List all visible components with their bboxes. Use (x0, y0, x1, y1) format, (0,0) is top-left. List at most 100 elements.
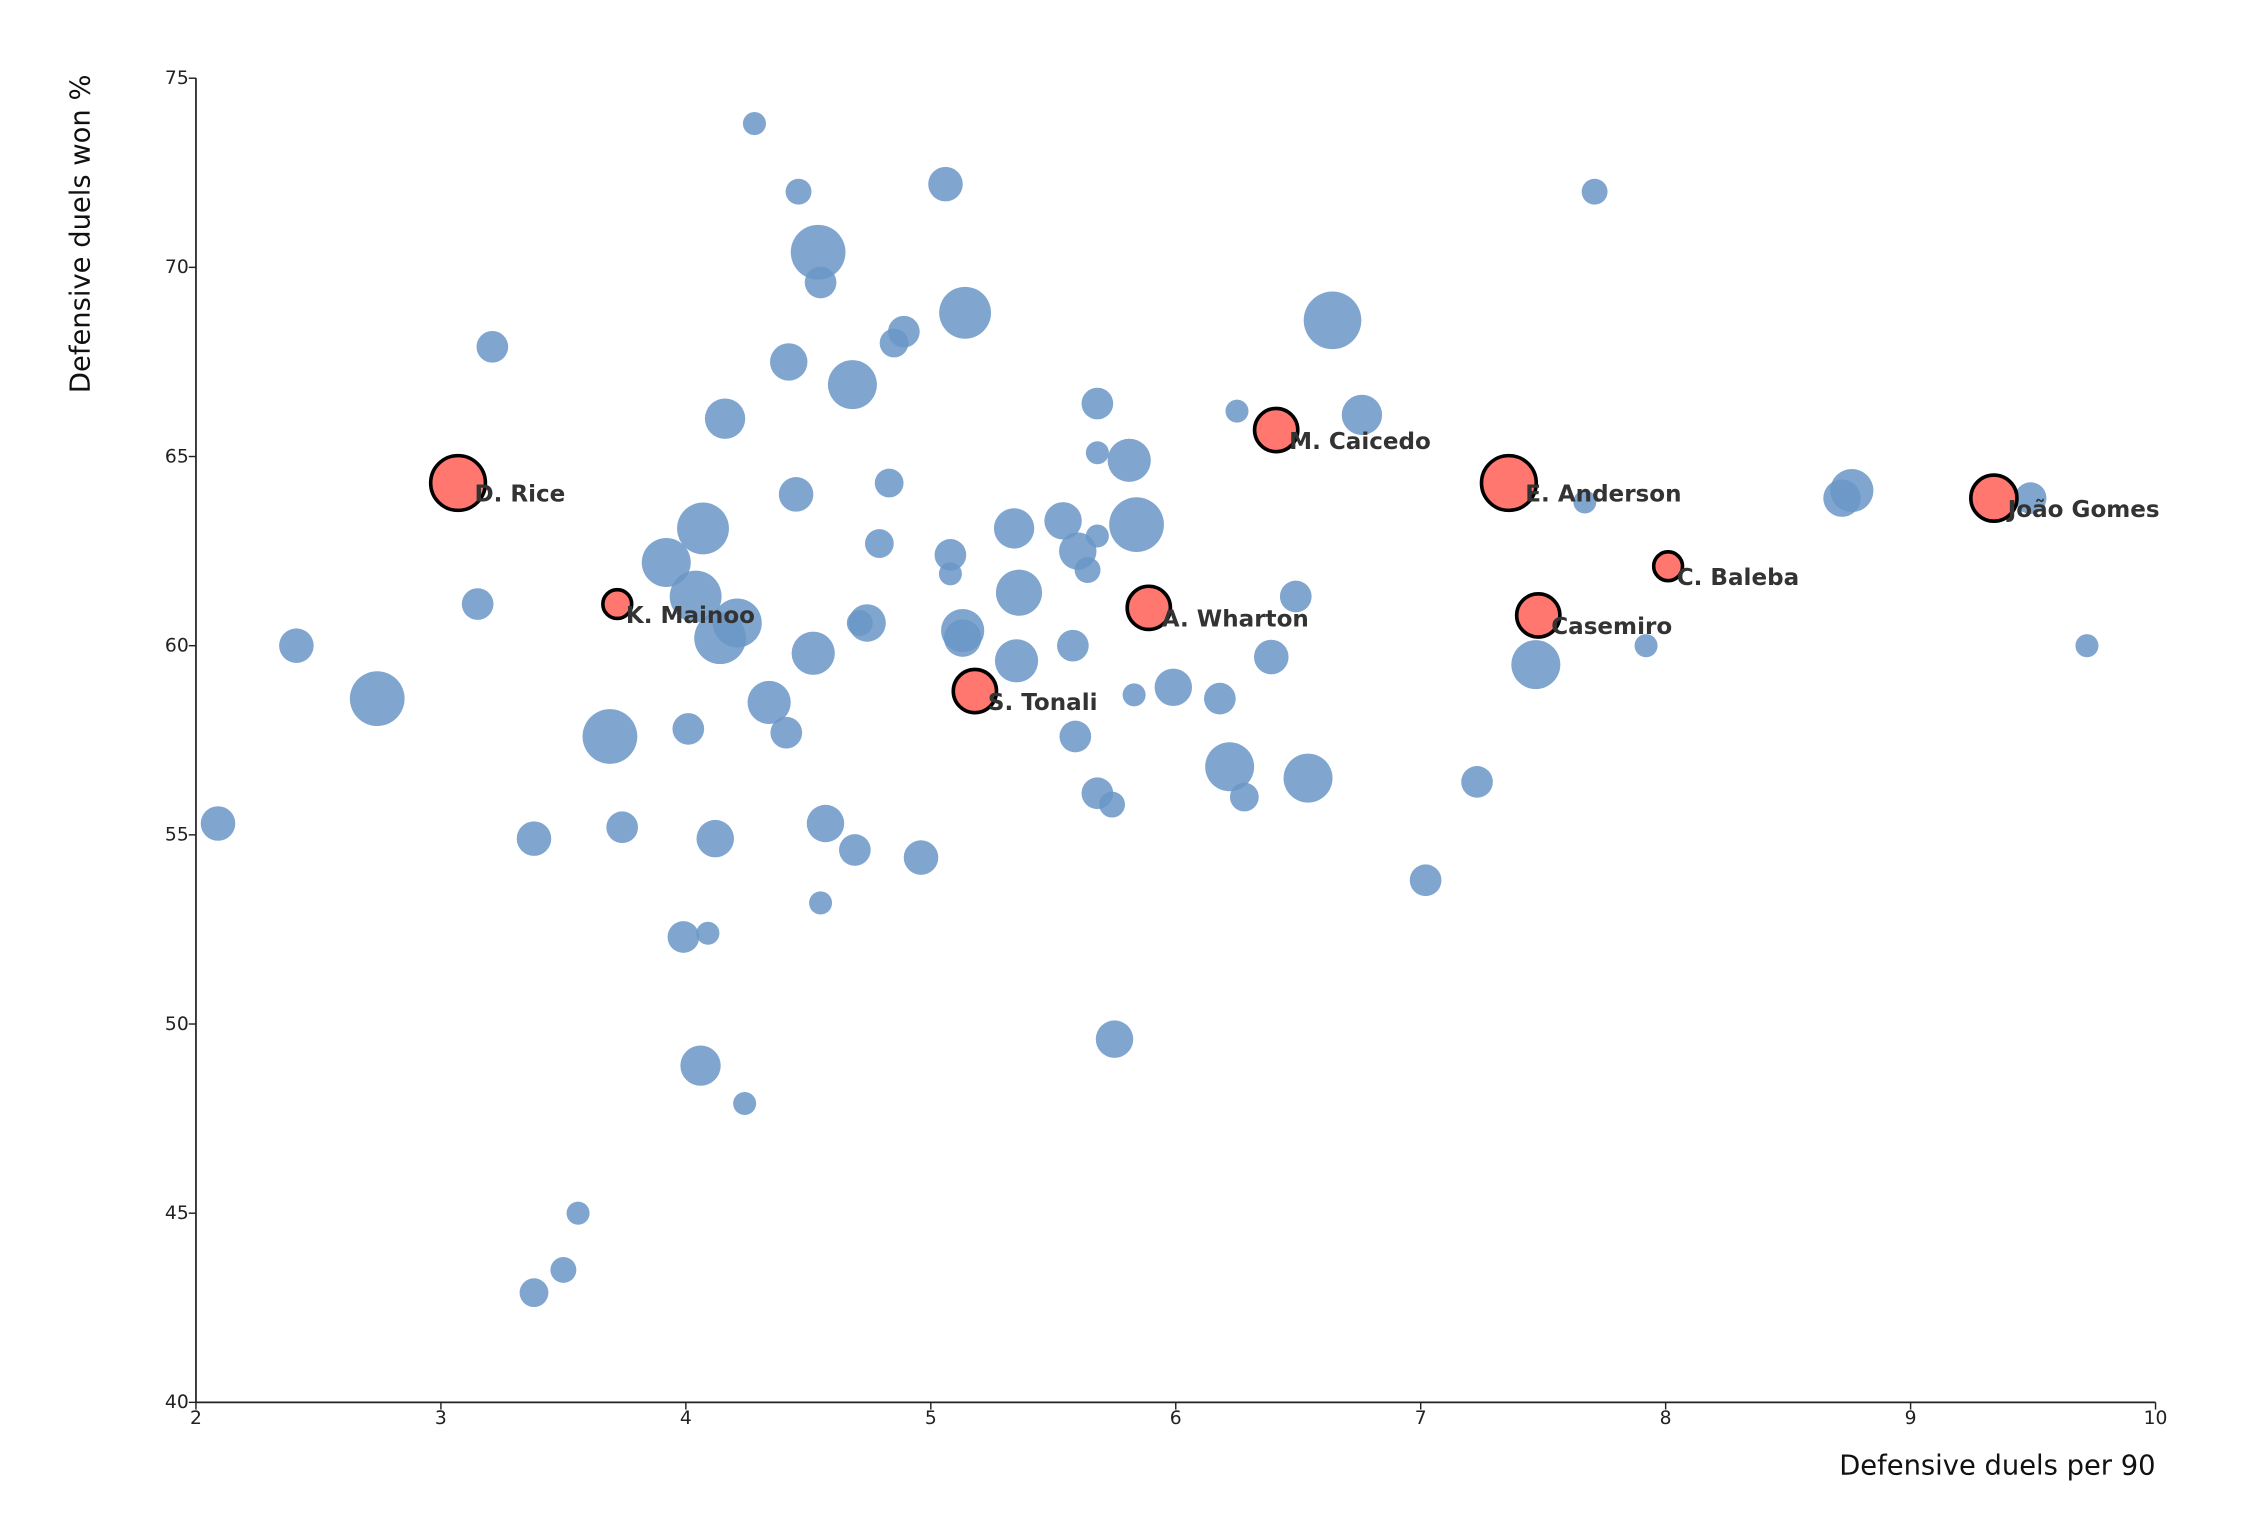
point (747, 680, 791, 725)
point (839, 834, 871, 866)
point (349, 671, 405, 727)
highlight-point (1252, 406, 1300, 454)
point (1044, 502, 1082, 540)
point-label: S. Tonali (988, 690, 1098, 716)
point (879, 328, 909, 358)
point (943, 619, 982, 657)
point (1303, 291, 1362, 350)
point (1154, 668, 1193, 707)
point (1634, 634, 1658, 658)
point (903, 840, 939, 875)
point-label: D. Rice (474, 482, 565, 508)
point (785, 178, 812, 205)
point-label: Casemiro (1551, 614, 1672, 640)
point (1823, 479, 1861, 517)
y-tick-label: 55 (165, 825, 189, 846)
point (1059, 720, 1092, 753)
point (566, 1201, 590, 1225)
highlight-point (1125, 584, 1173, 632)
point (677, 502, 729, 555)
point (696, 921, 720, 945)
x-tick-label: 9 (1905, 1408, 1917, 1429)
point (1057, 629, 1089, 662)
point (696, 819, 734, 858)
point (994, 639, 1039, 683)
point-label: M. Caicedo (1289, 429, 1431, 455)
highlight-point (1479, 453, 1539, 513)
y-tick-label: 45 (165, 1203, 189, 1224)
point-label: João Gomes (2006, 497, 2160, 523)
point-label: A. Wharton (1162, 607, 1309, 633)
point (934, 539, 967, 571)
point (770, 716, 803, 749)
highlight-point (1969, 473, 2019, 523)
point (804, 266, 837, 299)
point (550, 1256, 577, 1283)
point (1099, 791, 1126, 818)
x-tick-label: 8 (1660, 1408, 1672, 1429)
x-axis-title: Defensive duels per 90 (1839, 1450, 2155, 1481)
x-tick-label: 6 (1170, 1408, 1182, 1429)
highlight-point (951, 667, 999, 715)
highlight-point (601, 587, 634, 621)
point (667, 921, 700, 953)
point (733, 1091, 757, 1115)
highlight-point (1651, 550, 1685, 583)
point (1573, 490, 1597, 514)
point (1205, 742, 1255, 792)
point (770, 343, 808, 381)
point (778, 477, 814, 512)
point (279, 628, 314, 663)
point (476, 330, 509, 363)
point (1085, 441, 1109, 465)
point (742, 112, 766, 136)
point (790, 224, 846, 280)
point-label: E. Anderson (1525, 482, 1681, 508)
point (938, 562, 962, 586)
point (1122, 683, 1146, 707)
point (1095, 1020, 1134, 1058)
point (1225, 399, 1249, 423)
y-tick-label: 70 (165, 257, 189, 278)
x-tick-label: 2 (190, 1408, 202, 1429)
x-tick-label: 3 (435, 1408, 447, 1429)
point (1229, 782, 1259, 812)
point (1279, 580, 1312, 613)
point (200, 806, 236, 841)
highlight-point (428, 453, 488, 513)
point (846, 610, 873, 636)
point (995, 569, 1043, 616)
point (704, 398, 746, 439)
point (672, 713, 705, 745)
point-label: C. Baleba (1677, 565, 1799, 591)
point (1107, 438, 1151, 482)
y-tick-label: 75 (165, 68, 189, 89)
point (641, 537, 691, 587)
point (1203, 682, 1236, 715)
y-tick-label: 65 (165, 446, 189, 467)
x-tick-label: 10 (2144, 1408, 2168, 1429)
point (1283, 753, 1333, 803)
point (694, 612, 747, 665)
point (1341, 394, 1383, 436)
point (864, 529, 894, 558)
point (519, 1278, 549, 1308)
x-tick-label: 5 (925, 1408, 937, 1429)
point (582, 709, 638, 764)
point (791, 631, 835, 675)
point (928, 166, 963, 202)
point-label: K. Mainoo (626, 603, 755, 629)
point (939, 286, 992, 339)
point (874, 468, 904, 498)
point (1511, 640, 1561, 690)
point (1409, 864, 1442, 897)
y-tick-label: 50 (165, 1014, 189, 1035)
point (2075, 634, 2099, 658)
point (680, 1045, 721, 1086)
point (827, 360, 877, 410)
point (806, 804, 845, 843)
x-tick-label: 4 (680, 1408, 692, 1429)
point (993, 508, 1035, 549)
